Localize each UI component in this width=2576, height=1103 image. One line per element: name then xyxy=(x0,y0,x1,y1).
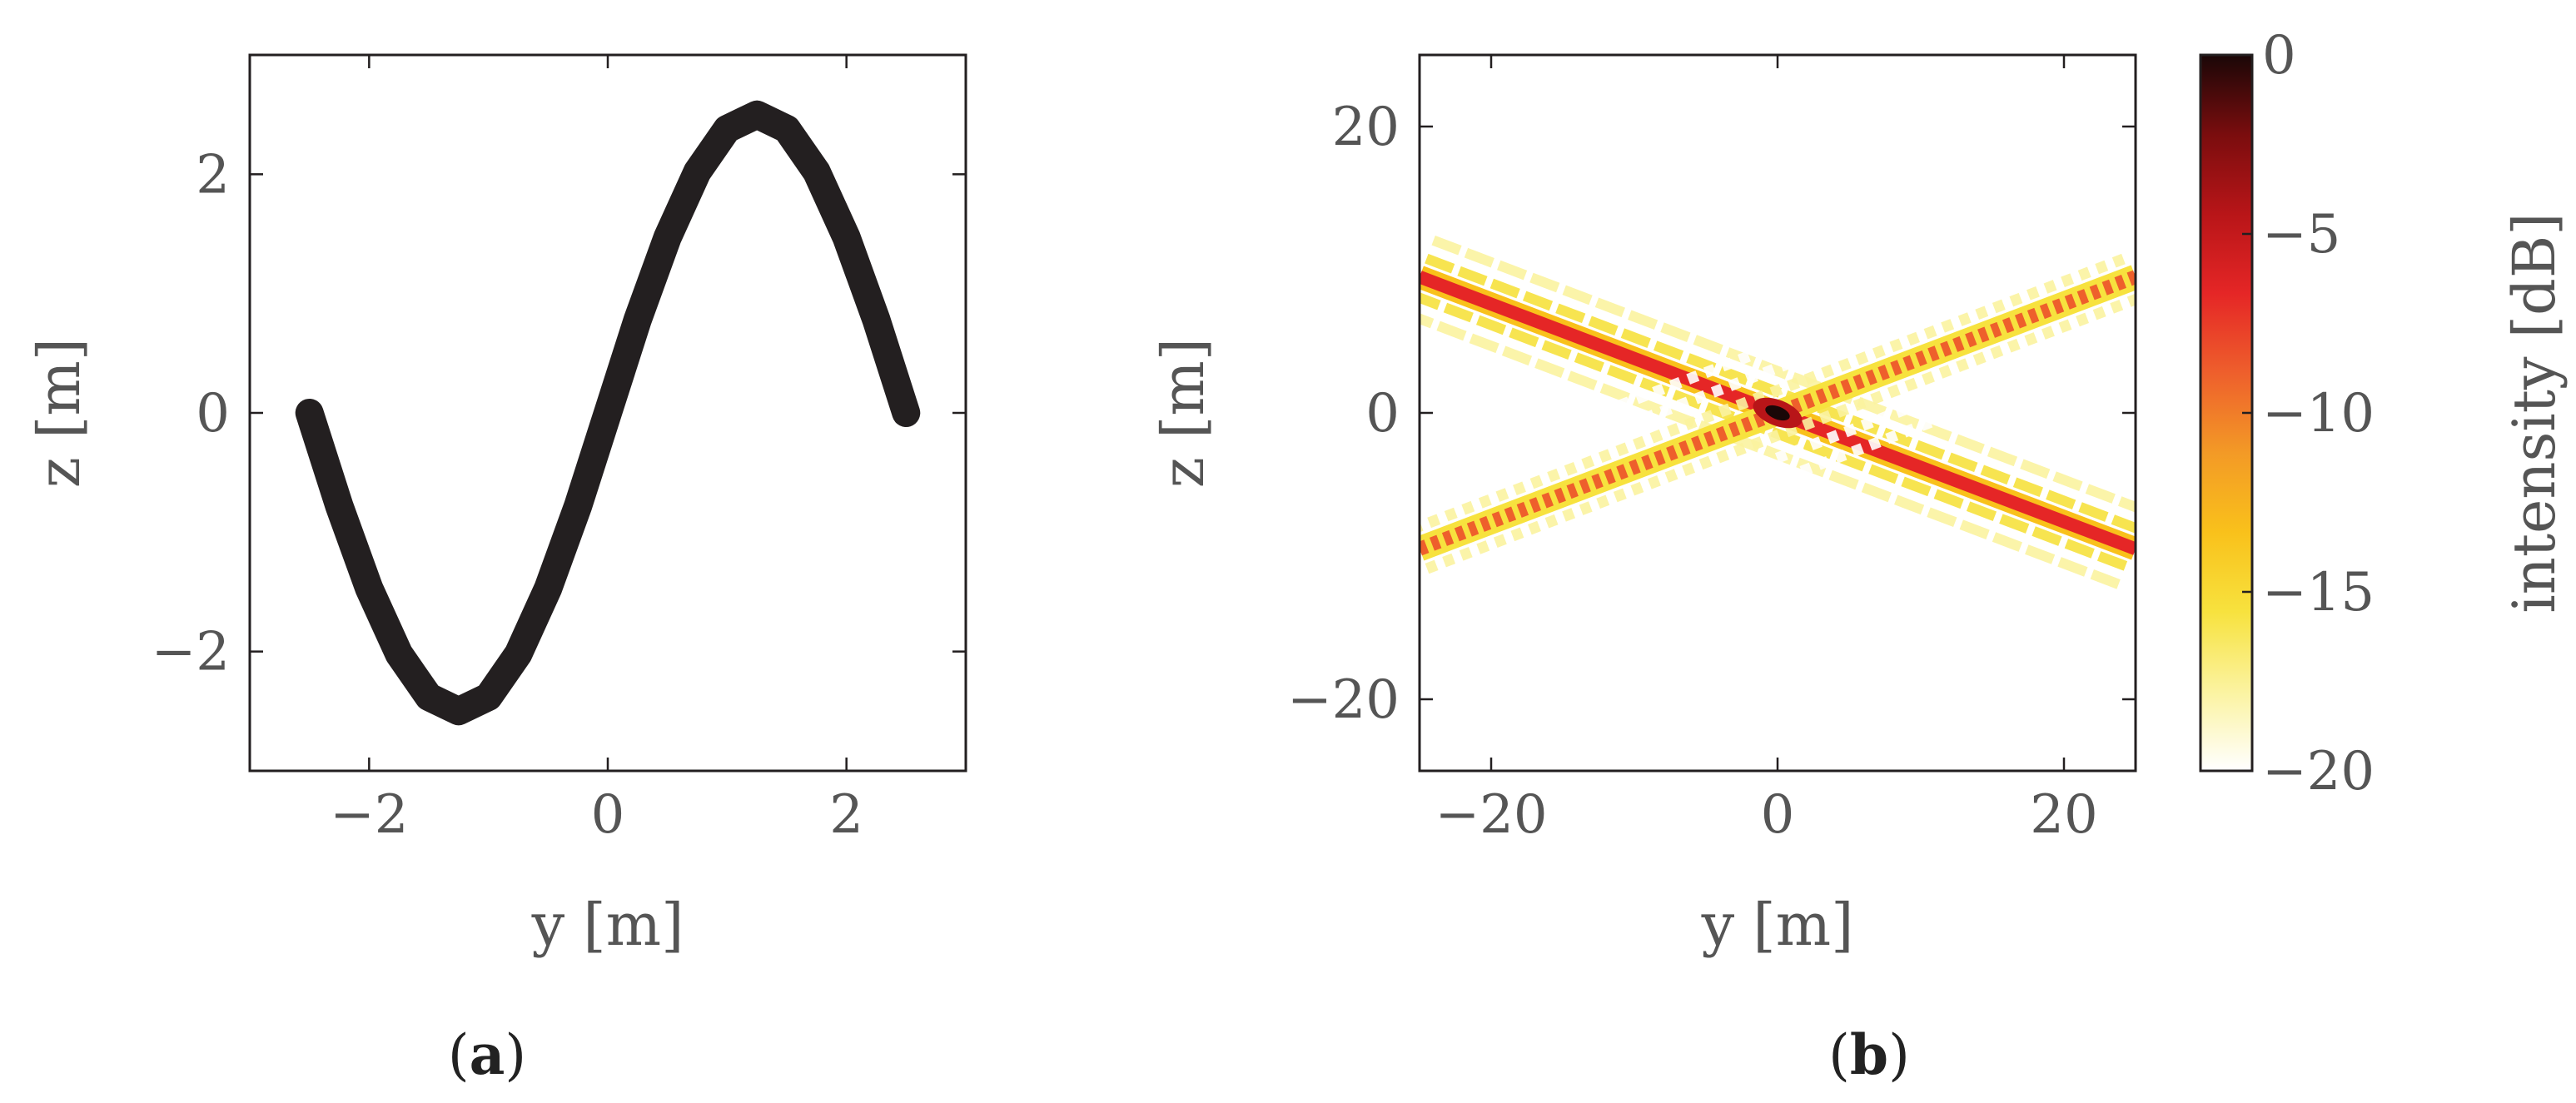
colorbar-tick-label: −5 xyxy=(2262,204,2340,266)
panel-a-source-curve xyxy=(295,100,921,726)
panel-b-x-tick-label: 0 xyxy=(1761,784,1795,846)
panel-b-x-tick-label: −20 xyxy=(1435,784,1547,846)
colorbar: 0 −5 −10 −15 −20 intensity [dB] xyxy=(2199,25,2569,802)
panel-b-side-lobe xyxy=(1420,292,2131,573)
colorbar-tick-label: −20 xyxy=(2262,741,2375,802)
panel-b: −20 0 20 −20 0 20 y [m] z [m] xyxy=(1149,53,2137,959)
panel-a-x-tick-label: 0 xyxy=(591,784,625,846)
panel-a-y-tick-label: 2 xyxy=(196,144,230,206)
panel-a-x-tick-label: −2 xyxy=(330,784,408,846)
colorbar-tick-label: −15 xyxy=(2262,562,2375,624)
colorbar-ticks: 0 −5 −10 −15 −20 xyxy=(2242,25,2375,802)
panel-b-x-tick-label: 20 xyxy=(2030,784,2097,846)
caption-b-letter: b xyxy=(1850,1022,1888,1087)
panel-b-side-lobe xyxy=(1445,199,2136,471)
panel-b-y-axis-label: z [m] xyxy=(1149,338,1217,488)
panel-b-y-tick-label: 0 xyxy=(1365,383,1400,445)
panel-a-x-axis-label: y [m] xyxy=(531,891,684,959)
panel-a-y-axis-label: z [m] xyxy=(25,338,93,488)
panel-b-side-lobe xyxy=(1420,355,2110,627)
colorbar-tick-label: −10 xyxy=(2262,383,2375,445)
panel-b-ticks: −20 0 20 −20 0 20 xyxy=(1287,55,2136,846)
panel-a-y-tick-label: 0 xyxy=(196,383,230,445)
caption-a-letter: a xyxy=(470,1022,505,1087)
colorbar-label: intensity [dB] xyxy=(2500,212,2569,613)
panel-a: −2 0 2 −2 0 2 y [m] z [m] xyxy=(25,53,967,959)
panel-b-x-axis-label: y [m] xyxy=(1701,891,1854,959)
caption-a: (a) xyxy=(448,1022,526,1087)
panel-b-y-tick-label: −20 xyxy=(1287,669,1400,731)
panel-a-x-tick-label: 2 xyxy=(829,784,863,846)
panel-a-y-tick-label: −2 xyxy=(152,622,230,683)
panel-a-ticks: −2 0 2 −2 0 2 xyxy=(152,55,966,846)
colorbar-tick-label: 0 xyxy=(2262,25,2296,87)
panel-b-y-tick-label: 20 xyxy=(1332,97,1400,158)
panel-b-side-lobe xyxy=(1425,253,2136,534)
panel-b-side-lobe xyxy=(1431,235,2136,513)
panel-b-side-lobe xyxy=(1420,334,2117,609)
panel-b-side-lobe xyxy=(1420,313,2124,591)
panel-b-focus-peak xyxy=(1765,405,1790,421)
caption-b: (b) xyxy=(1828,1022,1910,1087)
panel-b-side-lobe xyxy=(1438,217,2136,492)
panel-b-heatmap xyxy=(1420,199,2136,627)
